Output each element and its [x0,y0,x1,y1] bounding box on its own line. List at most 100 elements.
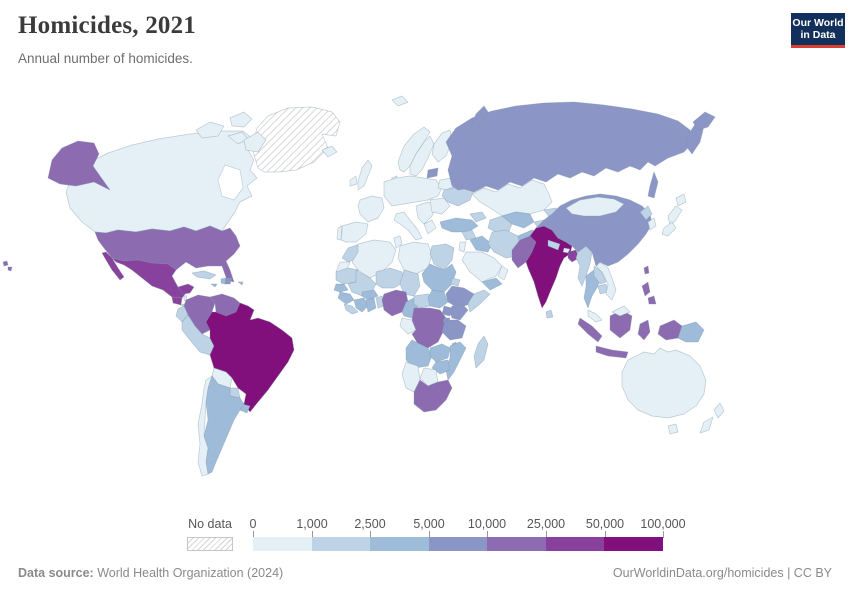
country-japan-hokkaido[interactable] [675,193,687,207]
country-russia-novaya-zemlya[interactable] [469,105,489,133]
legend-bin-3[interactable] [428,537,488,551]
country-india[interactable] [525,225,573,309]
country-saudi-arabia[interactable] [461,251,503,283]
country-somalia[interactable] [467,289,491,313]
country-indonesia-java[interactable] [595,345,629,359]
country-svalbard[interactable] [391,95,409,107]
country-papua-new-guinea[interactable] [677,321,705,343]
country-mongolia[interactable] [565,196,625,217]
legend-bin-4[interactable] [487,537,546,551]
country-turkey[interactable] [439,217,479,233]
country-alaska[interactable] [47,140,111,191]
country-new-zealand[interactable] [699,416,714,434]
country-south-sudan[interactable] [427,289,449,309]
country-canada-island[interactable] [229,111,253,128]
owid-logo[interactable]: Our World in Data [791,13,845,48]
country-russia[interactable] [445,101,694,193]
country-sierra-leone[interactable] [343,303,359,315]
country-chile[interactable] [197,375,213,477]
country-jamaica[interactable] [210,283,218,288]
country-central-europe[interactable] [383,175,443,207]
country-indonesia-sumatra[interactable] [577,317,603,343]
country-bangladesh[interactable] [567,249,580,263]
country-philippines[interactable] [647,295,657,305]
country-australia[interactable] [621,347,707,419]
country-puerto-rico[interactable] [237,281,244,286]
country-zimbabwe[interactable] [431,359,451,375]
country-russia-chukotka[interactable] [692,111,716,131]
country-caucasus[interactable] [469,211,487,223]
country-ghana[interactable] [365,297,377,313]
country-argentina[interactable] [203,375,245,475]
country-taiwan[interactable] [643,265,650,275]
country-balkans[interactable] [415,201,437,225]
country-iceland[interactable] [321,145,338,158]
country-malaysia-borneo[interactable] [611,305,631,317]
country-yemen[interactable] [481,277,503,291]
country-portugal[interactable] [336,225,343,241]
country-japan[interactable] [661,221,677,237]
country-north-korea[interactable] [639,205,653,221]
country-greece[interactable] [423,219,437,235]
legend-bin-5[interactable] [545,537,605,551]
country-zambia[interactable] [429,343,451,363]
country-oman[interactable] [497,265,509,281]
country-russia-sakhalin[interactable] [647,171,659,199]
country-egypt[interactable] [429,243,455,271]
country-south-korea[interactable] [647,217,657,231]
country-sudan[interactable] [421,263,457,293]
legend-bin-2[interactable] [370,537,429,551]
country-ivory-coast[interactable] [353,297,369,313]
country-mexico-baja[interactable] [101,251,125,281]
country-senegal[interactable] [333,283,349,293]
country-canada-island[interactable] [243,131,267,153]
country-kazakhstan[interactable] [471,179,553,217]
country-nepal[interactable] [547,239,561,251]
country-south-africa[interactable] [413,379,453,413]
country-malaysia[interactable] [587,309,603,323]
country-usa-hawaii[interactable] [2,260,9,267]
country-baltics[interactable] [426,167,439,179]
country-greenland[interactable] [251,106,341,173]
country-mexico[interactable] [111,257,187,299]
country-australia-tasmania[interactable] [667,423,679,435]
country-iberia[interactable] [340,221,369,243]
country-mozambique[interactable] [445,341,467,381]
license-note[interactable]: OurWorldinData.org/homicides | CC BY [612,566,832,580]
country-ireland[interactable] [349,175,358,187]
country-sri-lanka[interactable] [545,309,554,319]
country-ecuador[interactable] [175,305,189,323]
legend-bin-0[interactable] [253,537,312,551]
country-dominican-republic[interactable] [224,277,233,285]
legend-bin-6[interactable] [604,537,664,551]
country-sweden[interactable] [409,135,435,177]
country-laos[interactable] [593,265,607,285]
legend-bin-1[interactable] [311,537,371,551]
country-cuba[interactable] [191,270,217,280]
country-italy[interactable] [393,211,423,241]
country-france[interactable] [357,195,385,223]
country-indonesia-sulawesi[interactable] [637,319,651,341]
country-congo-gabon[interactable] [399,317,417,335]
country-levant[interactable] [458,241,467,253]
country-uk[interactable] [357,159,373,191]
country-drc[interactable] [411,307,447,349]
country-niger[interactable] [375,267,405,289]
country-guinea[interactable] [337,291,355,305]
country-guatemala[interactable] [171,296,183,306]
country-iraq[interactable] [469,235,493,253]
country-tunisia[interactable] [393,235,403,249]
country-new-zealand[interactable] [713,402,725,419]
country-burkina-faso[interactable] [361,289,379,301]
country-mexico-yucatan[interactable] [177,283,195,295]
country-tanzania[interactable] [441,319,467,341]
country-romania[interactable] [429,197,451,215]
country-philippines[interactable] [641,281,651,297]
country-eritrea[interactable] [450,277,461,287]
country-usa-hawaii[interactable] [7,266,13,272]
legend-no-data-swatch[interactable] [187,537,233,551]
country-china[interactable] [535,193,653,267]
country-canada-island[interactable] [195,121,225,139]
country-madagascar[interactable] [473,335,489,369]
country-angola[interactable] [405,339,433,369]
